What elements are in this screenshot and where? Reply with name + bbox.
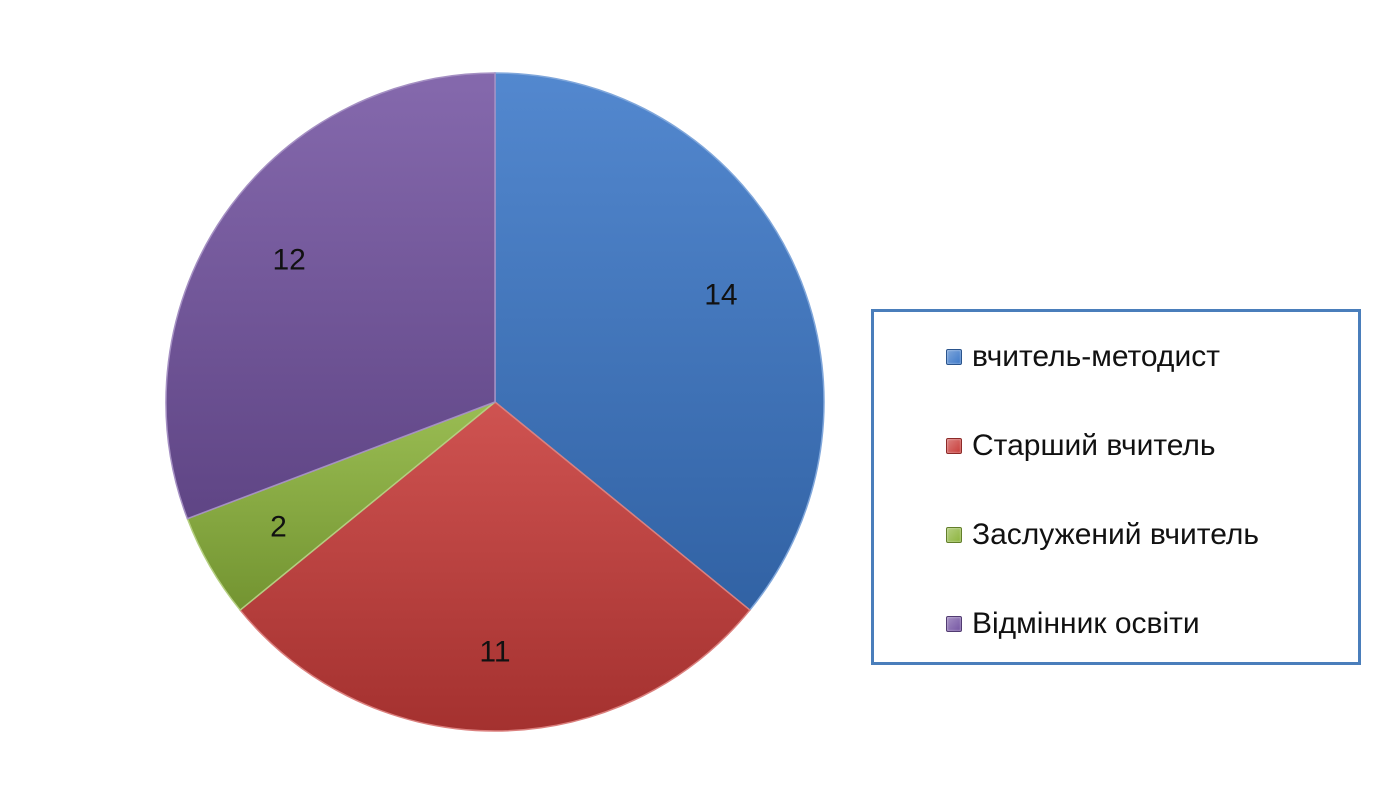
legend-label-starshyi-vchytel: Старший вчитель [972,429,1216,462]
pie-slice-vidminnyk-osvity [165,72,496,520]
legend-swatch-starshyi-vchytel [946,438,962,454]
legend-label-vchytel-metodyst: вчитель-методист [972,340,1220,373]
pie-slice-starshyi-vchytel [239,401,751,732]
legend-label-zasluzhenyi-vchytel: Заслужений вчитель [972,518,1260,551]
legend-item-vidminnyk-osvity: Відмінник освіти [946,604,1200,644]
data-label-vidminnyk-osvity: 12 [273,244,306,277]
pie-slice-vchytel-metodyst [494,72,825,612]
legend-item-vchytel-metodyst: вчитель-методист [946,337,1220,377]
legend-label-vidminnyk-osvity: Відмінник освіти [972,607,1200,640]
pie-slices [165,72,825,732]
legend-swatch-vchytel-metodyst [946,349,962,365]
legend-item-zasluzhenyi-vchytel: Заслужений вчитель [946,515,1259,555]
data-label-zasluzhenyi-vchytel: 2 [270,511,287,544]
legend-swatch-zasluzhenyi-vchytel [946,527,962,543]
data-label-starshyi-vchytel: 11 [479,636,510,669]
pie-data-labels: 14 11 2 12 [270,244,737,669]
data-label-vchytel-metodyst: 14 [704,278,737,311]
chart-legend: вчитель-методист Старший вчитель Заслуже… [871,309,1361,665]
legend-item-starshyi-vchytel: Старший вчитель [946,426,1216,466]
legend-swatch-vidminnyk-osvity [946,616,962,632]
